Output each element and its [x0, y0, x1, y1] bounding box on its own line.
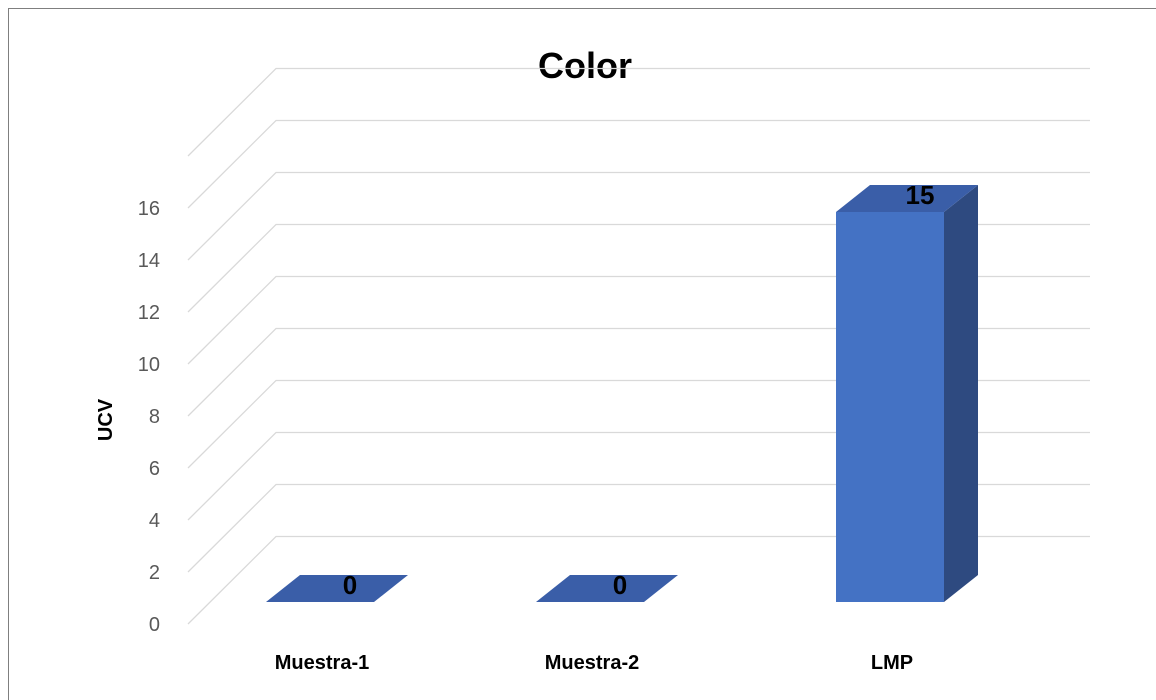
bar-side — [944, 185, 978, 602]
bars — [266, 185, 978, 602]
data-label: 0 — [343, 570, 357, 600]
x-axis-ticks: Muestra-1 Muestra-2 LMP — [275, 652, 913, 674]
gridline — [187, 535, 1090, 625]
gridline — [187, 119, 1090, 209]
x-tick-label: Muestra-2 — [545, 652, 639, 674]
bar-muestra-2 — [536, 575, 678, 602]
gridline — [187, 483, 1090, 573]
bar-top — [536, 575, 678, 602]
bar-lmp — [836, 185, 978, 602]
x-tick-label: Muestra-1 — [275, 652, 369, 674]
data-label: 15 — [906, 180, 935, 210]
gridline — [187, 379, 1090, 469]
gridline — [187, 223, 1090, 313]
x-tick-label: LMP — [871, 652, 913, 674]
y-tick-label: 4 — [149, 510, 160, 532]
gridline — [187, 431, 1090, 521]
bar-muestra-1 — [266, 575, 408, 602]
y-tick-label: 14 — [138, 250, 160, 272]
y-tick-label: 12 — [138, 302, 160, 324]
y-tick-label: 8 — [149, 406, 160, 428]
data-label: 0 — [613, 570, 627, 600]
y-tick-label: 6 — [149, 458, 160, 480]
gridline — [187, 171, 1090, 261]
y-tick-label: 2 — [149, 562, 160, 584]
bar-top — [266, 575, 408, 602]
y-tick-label: 16 — [138, 198, 160, 220]
y-axis-ticks: 0 2 4 6 8 10 12 14 16 — [138, 198, 160, 636]
gridline — [187, 327, 1090, 417]
chart-title: Color — [538, 45, 632, 86]
y-tick-label: 0 — [149, 614, 160, 636]
y-axis-label: UCV — [95, 398, 117, 441]
bar-front — [836, 212, 944, 602]
gridlines — [187, 67, 1090, 625]
data-labels: 0 0 15 — [343, 180, 935, 600]
gridline — [187, 67, 1090, 157]
y-tick-label: 10 — [138, 354, 160, 376]
bar-top — [836, 185, 978, 212]
gridline — [187, 275, 1090, 365]
